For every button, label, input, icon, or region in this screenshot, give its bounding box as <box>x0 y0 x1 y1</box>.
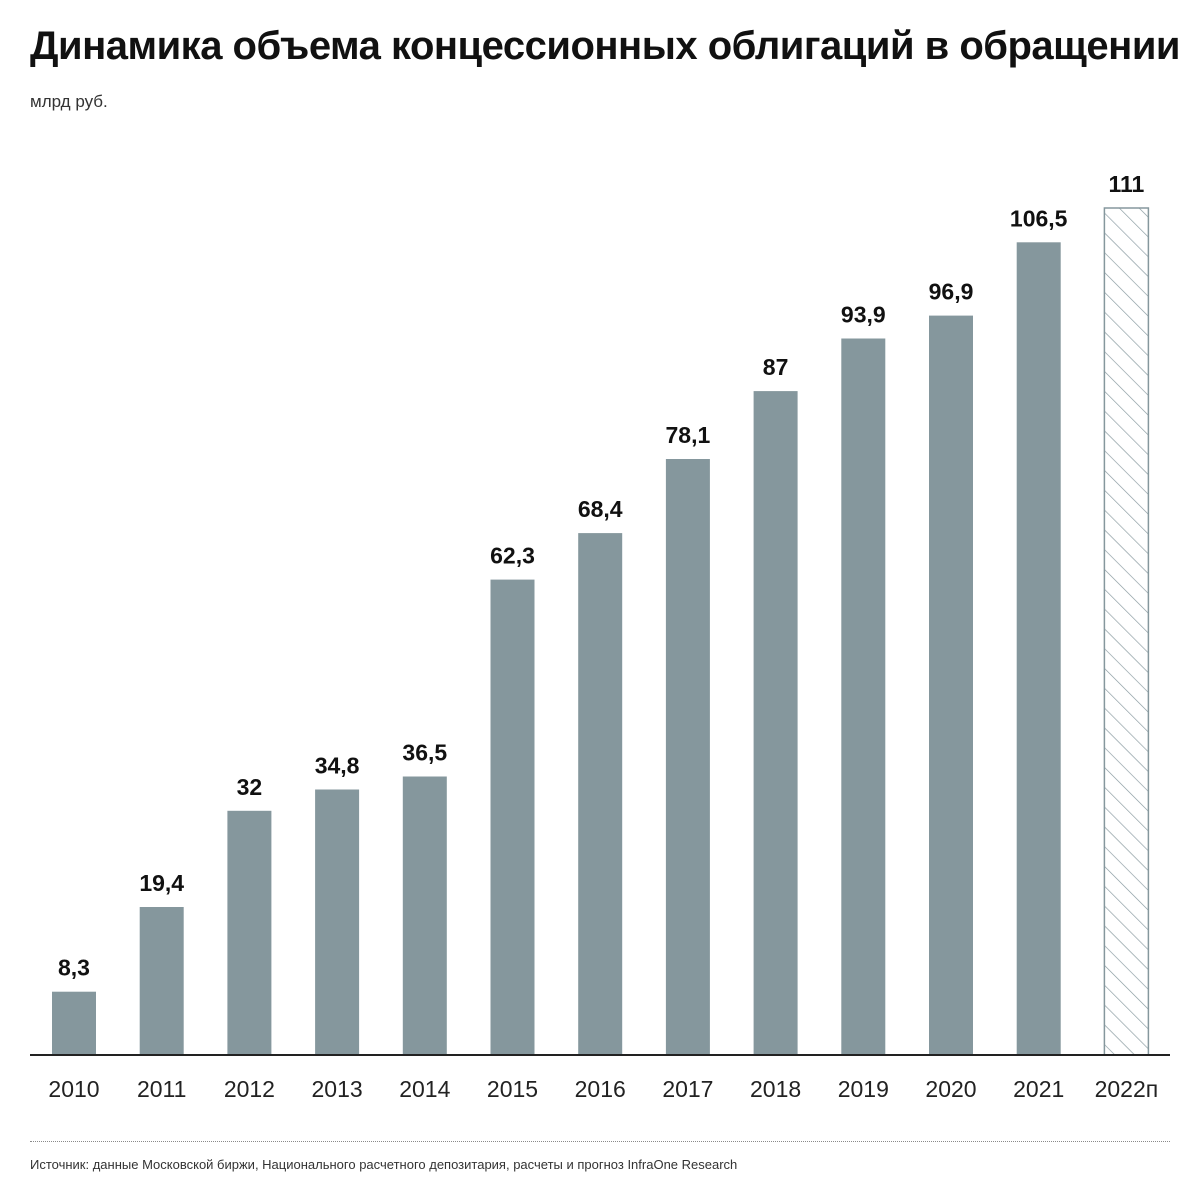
bars-group <box>52 207 1150 1056</box>
value-label-2017: 78,1 <box>666 422 711 448</box>
bar-2012 <box>227 810 272 1055</box>
x-tick-2019: 2019 <box>838 1076 889 1102</box>
x-tick-2012: 2012 <box>224 1076 275 1102</box>
bar-2017 <box>665 459 710 1055</box>
value-label-2012: 32 <box>237 774 263 800</box>
chart-title: Динамика объема концессионных облигаций … <box>30 24 1181 68</box>
bar-2014 <box>402 776 447 1055</box>
bar-2018 <box>753 391 798 1056</box>
value-label-2022п: 111 <box>1108 171 1144 197</box>
bar-chart: 8,3 19,4 32 34,8 36,5 62,3 68,4 78,1 87 93,9 96,9 1… <box>30 171 1170 1102</box>
x-tick-2020: 2020 <box>925 1076 976 1102</box>
value-label-2018: 87 <box>763 354 789 380</box>
bar-2011 <box>139 907 184 1055</box>
x-tick-2013: 2013 <box>312 1076 363 1102</box>
x-tick-2022п: 2022п <box>1095 1076 1159 1102</box>
x-tick-labels-group: 2010 2011 2012 2013 2014 2015 2016 2017 2018 2019… <box>48 1076 1158 1102</box>
footer-divider <box>30 1141 1170 1142</box>
bar-2019 <box>841 338 886 1055</box>
value-label-2010: 8,3 <box>58 955 90 981</box>
x-tick-2017: 2017 <box>662 1076 713 1102</box>
value-label-2020: 96,9 <box>929 279 974 305</box>
value-label-2014: 36,5 <box>402 740 447 766</box>
x-tick-2021: 2021 <box>1013 1076 1064 1102</box>
source-note: Источник: данные Московской биржи, Нацио… <box>30 1157 738 1172</box>
bar-2016 <box>578 533 623 1055</box>
x-tick-2014: 2014 <box>399 1076 450 1102</box>
value-label-2013: 34,8 <box>315 753 360 779</box>
bar-2010 <box>52 991 96 1055</box>
value-label-2021: 106,5 <box>1010 205 1068 231</box>
x-tick-2011: 2011 <box>137 1076 186 1102</box>
bar-2020 <box>929 315 973 1056</box>
x-tick-2010: 2010 <box>48 1076 99 1102</box>
x-tick-2018: 2018 <box>750 1076 801 1102</box>
bar-2013 <box>315 789 360 1055</box>
x-tick-2015: 2015 <box>487 1076 538 1102</box>
bar-2021 <box>1016 242 1061 1056</box>
value-labels-group: 8,3 19,4 32 34,8 36,5 62,3 68,4 78,1 87 93,9 96,9 1… <box>58 171 1145 981</box>
value-label-2019: 93,9 <box>841 302 886 328</box>
value-label-2016: 68,4 <box>578 496 623 522</box>
bar-2022п <box>1103 207 1150 1056</box>
value-label-2015: 62,3 <box>490 543 535 569</box>
value-label-2011: 19,4 <box>139 870 184 896</box>
x-tick-2016: 2016 <box>575 1076 626 1102</box>
bar-2015 <box>490 579 535 1055</box>
unit-label: млрд руб. <box>30 92 108 111</box>
